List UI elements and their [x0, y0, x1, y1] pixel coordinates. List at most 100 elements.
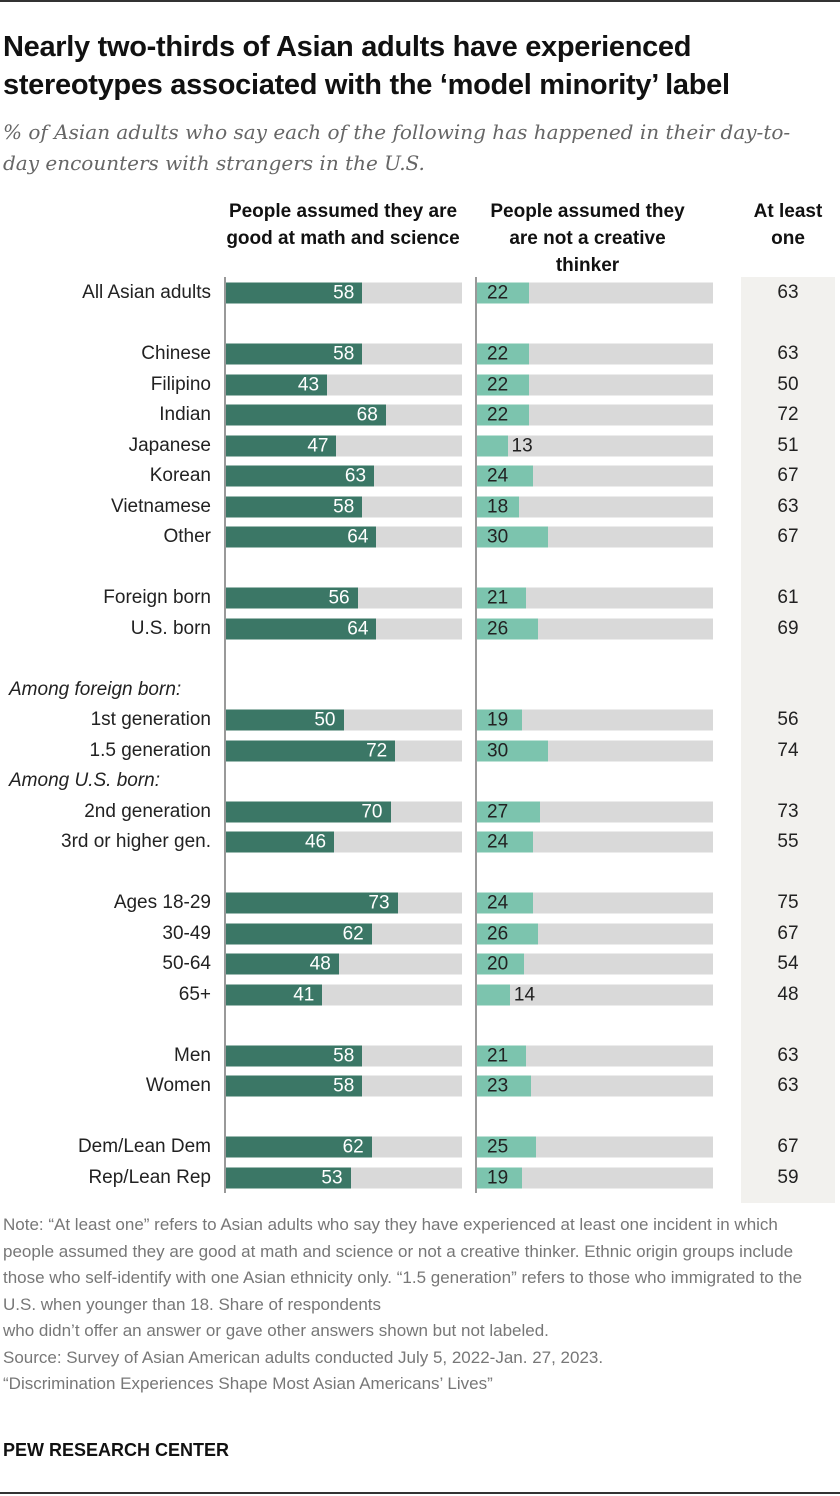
- math-value-label: 53: [321, 1167, 343, 1188]
- math-bar-track: 58: [226, 496, 462, 517]
- at-least-one-value: 63: [777, 495, 799, 517]
- math-bar: [226, 374, 328, 395]
- math-bar-track: 47: [226, 435, 462, 456]
- row-label: 65+: [178, 983, 211, 1005]
- creative-bar-track: 19: [477, 709, 713, 731]
- math-value-label: 70: [361, 801, 383, 822]
- math-bar-track: 72: [226, 740, 462, 761]
- math-bar-track: 53: [226, 1167, 462, 1188]
- math-bar: [226, 801, 391, 822]
- at-least-one-value: 59: [777, 1166, 799, 1188]
- math-bar: [226, 1045, 363, 1066]
- creative-bar-track: 13: [477, 435, 713, 456]
- creative-bar: [477, 282, 529, 304]
- math-bar-track: 46: [226, 831, 462, 853]
- row-label: Women: [145, 1075, 211, 1096]
- group-subhead: Among foreign born:: [9, 678, 182, 700]
- creative-bar-track: 24: [477, 465, 713, 487]
- math-bar-track: 58: [226, 282, 462, 304]
- math-bar: [226, 953, 339, 975]
- creative-bar-track: 20: [477, 953, 713, 975]
- creative-bar: [477, 374, 529, 395]
- row-label: 3rd or higher gen.: [61, 831, 211, 852]
- creative-value-label: 30: [487, 526, 509, 548]
- creative-value-label: 25: [487, 1136, 509, 1158]
- math-bar-track: 48: [226, 953, 462, 975]
- math-bar: [226, 1167, 351, 1188]
- creative-value-label: 27: [487, 801, 509, 822]
- creative-bar-track: 30: [477, 740, 713, 761]
- math-bar: [226, 526, 377, 548]
- row-label: Dem/Lean Dem: [77, 1136, 211, 1157]
- creative-value-label: 20: [487, 953, 509, 975]
- creative-bar: [477, 709, 522, 731]
- row-label: Japanese: [128, 434, 211, 456]
- at-least-one-value: 51: [777, 434, 799, 456]
- row-label: Indian: [159, 404, 211, 425]
- creative-bar-track: 22: [477, 282, 713, 304]
- math-value-label: 68: [356, 404, 378, 426]
- creative-bar: [477, 435, 508, 456]
- creative-bar: [477, 984, 510, 1005]
- at-least-one-value: 61: [777, 587, 799, 608]
- column-header-creative: People assumed they are not a creative t…: [490, 201, 685, 276]
- creative-bar-track: 23: [477, 1075, 713, 1097]
- top-rule: [0, 0, 840, 2]
- creative-bar: [477, 526, 548, 548]
- creative-bar-track: 14: [477, 984, 713, 1005]
- at-least-one-value: 63: [777, 282, 799, 303]
- creative-bar: [477, 801, 541, 822]
- creative-bar-track: 21: [477, 1045, 713, 1066]
- at-least-one-value: 67: [777, 922, 799, 944]
- math-value-label: 62: [342, 1136, 364, 1158]
- creative-value-label: 24: [487, 831, 509, 853]
- creative-value-label: 14: [513, 984, 536, 1005]
- row-label: Vietnamese: [111, 495, 211, 517]
- math-bar-track: 58: [226, 1045, 462, 1066]
- row-label: Other: [163, 526, 211, 547]
- creative-bar: [477, 1167, 522, 1188]
- math-bar-track: 62: [226, 923, 462, 944]
- creative-bar-track: 24: [477, 831, 713, 853]
- creative-bar-track: 22: [477, 404, 713, 426]
- at-least-one-value: 56: [777, 709, 799, 730]
- at-least-one-value: 69: [777, 617, 799, 639]
- brand-logo-text: PEW RESEARCH CENTER: [3, 1440, 230, 1460]
- at-least-one-value: 74: [777, 739, 799, 761]
- at-least-one-value: 50: [777, 373, 799, 395]
- math-bar: [226, 404, 386, 426]
- creative-bar: [477, 923, 539, 944]
- row-label: Foreign born: [103, 587, 211, 608]
- at-least-one-value: 73: [777, 800, 799, 822]
- creative-value-label: 26: [487, 618, 509, 639]
- creative-bar: [477, 404, 529, 426]
- math-bar-track: 68: [226, 404, 462, 426]
- row-label: Men: [174, 1044, 211, 1066]
- creative-bar-track: 27: [477, 801, 713, 822]
- creative-bar-track: 21: [477, 587, 713, 609]
- creative-value-label: 13: [511, 435, 533, 456]
- at-least-one-value: 67: [777, 1136, 799, 1157]
- creative-bar: [477, 343, 529, 365]
- creative-bar-track: 19: [477, 1167, 713, 1188]
- creative-value-label: 22: [487, 343, 509, 365]
- at-least-one-value: 75: [777, 892, 799, 913]
- math-value-label: 58: [333, 1045, 355, 1066]
- at-least-one-value: 63: [777, 1075, 799, 1096]
- math-value-label: 64: [347, 526, 369, 548]
- creative-bar: [477, 892, 534, 914]
- math-bar-track: 64: [226, 526, 462, 548]
- creative-bar: [477, 1075, 532, 1097]
- creative-value-label: 19: [487, 709, 509, 731]
- row-label: Rep/Lean Rep: [88, 1166, 211, 1188]
- math-bar: [226, 1075, 363, 1097]
- creative-value-label: 22: [487, 374, 509, 395]
- math-value-label: 47: [307, 435, 329, 456]
- math-bar: [226, 496, 363, 517]
- creative-bar: [477, 953, 524, 975]
- creative-bar-track: 26: [477, 618, 713, 639]
- math-value-label: 48: [309, 953, 331, 975]
- creative-value-label: 22: [487, 404, 509, 426]
- column-header-at-least-one: At least one: [753, 201, 823, 249]
- math-axis-line: [224, 277, 226, 1193]
